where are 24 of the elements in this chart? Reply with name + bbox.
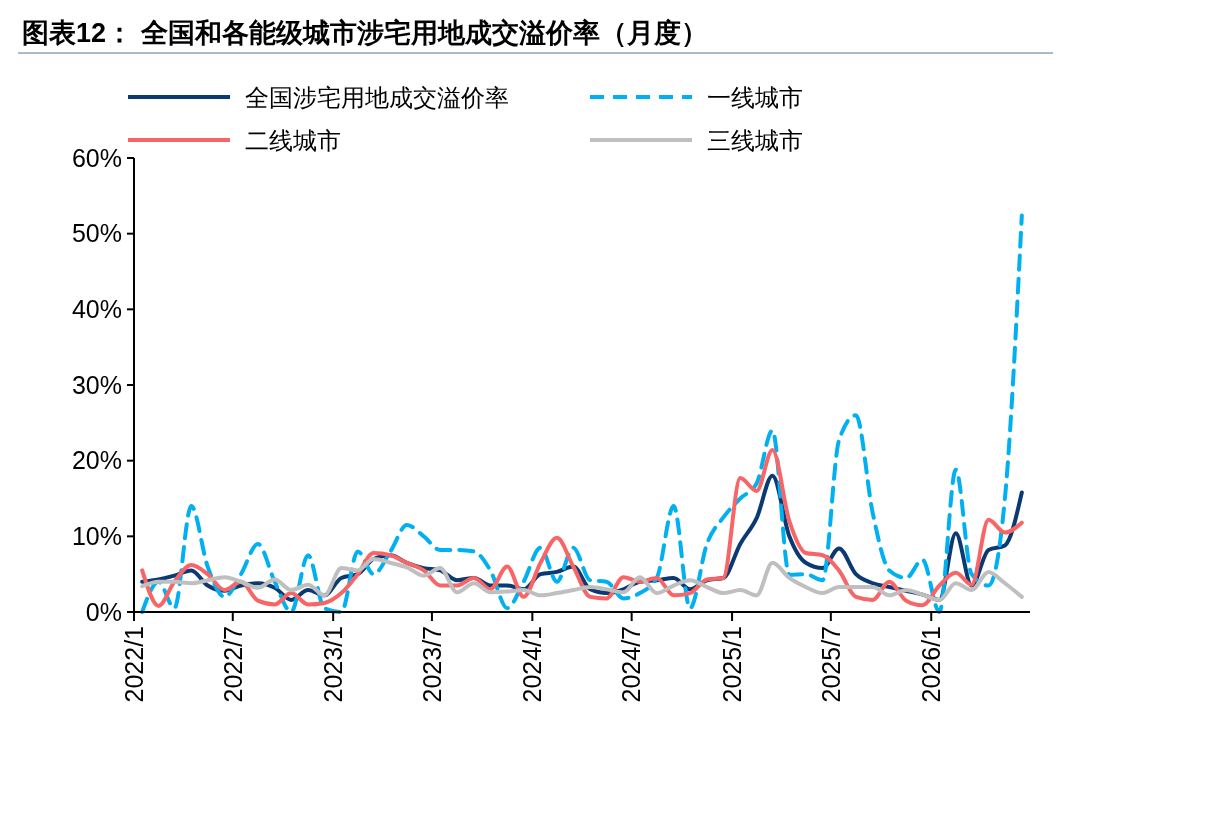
y-tick-label: 30% [71,370,122,399]
y-tick-label: 20% [71,446,122,475]
line-series [140,448,1024,608]
line-series [140,213,1024,614]
y-tick-label: 10% [71,522,122,551]
legend-label: 三线城市 [707,127,803,154]
y-tick-label: 0% [85,597,122,626]
legend-label: 一线城市 [707,84,803,111]
x-tick-label: 2025/7 [816,626,845,703]
y-tick-label: 40% [71,295,122,324]
x-tick-label: 2023/7 [417,626,446,703]
x-tick-label: 2024/7 [617,626,646,703]
x-tick-label: 2025/1 [717,626,746,703]
x-tick-label: 2026/1 [916,626,945,703]
x-tick-label: 2022/1 [119,626,148,703]
x-tick-label: 2023/1 [318,626,347,703]
legend-label: 二线城市 [245,127,341,154]
x-tick-label: 2024/1 [518,626,547,703]
y-tick-label: 60% [71,143,122,172]
x-tick-label: 2022/7 [218,626,247,703]
y-tick-label: 50% [71,219,122,248]
legend-label: 全国涉宅用地成交溢价率 [245,84,509,111]
chart-title: 图表12： 全国和各能级城市涉宅用地成交溢价率（月度） [22,18,708,48]
line-series [140,557,1024,602]
